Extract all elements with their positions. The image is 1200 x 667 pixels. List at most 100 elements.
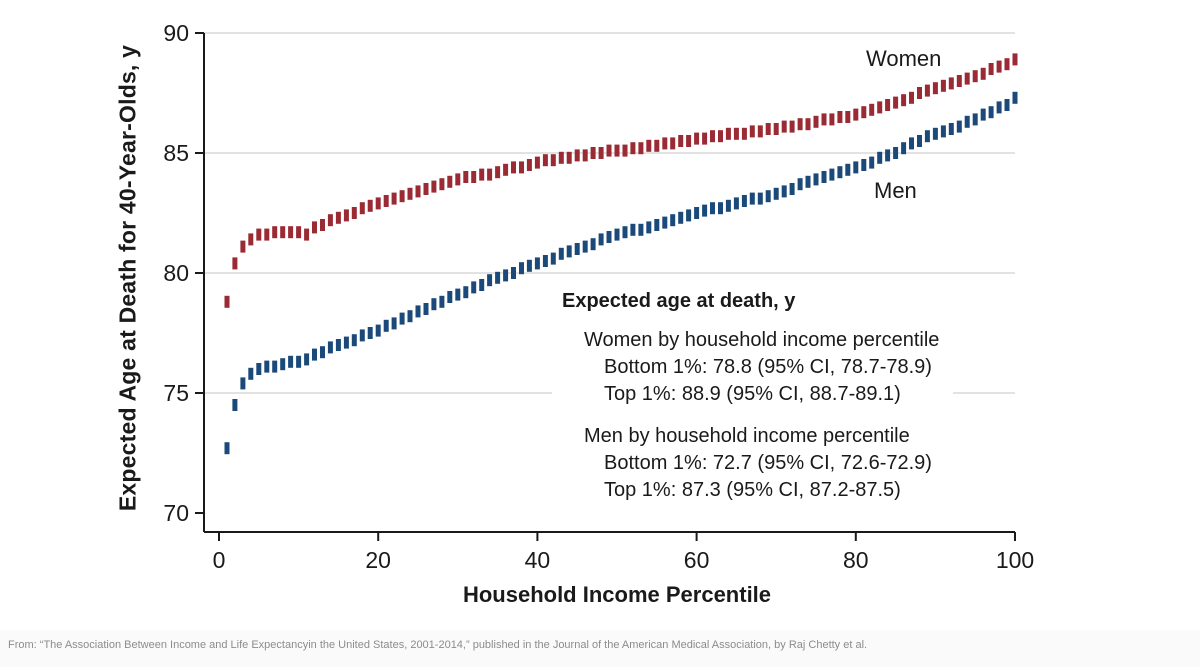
ci-dash-men-p57 [670,214,676,227]
ci-dash-women-p98 [996,60,1002,73]
ci-dash-men-p4 [248,367,254,380]
ci-dash-women-p42 [550,154,556,167]
ci-dash-women-p91 [940,79,946,92]
ci-dash-men-p47 [590,238,596,251]
ci-dash-women-p6 [264,228,270,241]
ci-dash-women-p74 [805,118,811,131]
ci-dash-women-p86 [901,94,907,107]
ci-dash-women-p65 [733,127,739,140]
ci-dash-men-p42 [550,252,556,265]
ci-dash-men-p50 [614,228,620,241]
ci-dash-women-p48 [598,147,604,159]
ci-dash-women-p36 [503,163,509,176]
ci-dash-women-p17 [351,207,357,219]
ci-dash-women-p25 [415,185,421,198]
ci-dash-men-p90 [932,127,938,140]
ci-dash-women-p8 [280,226,286,239]
ci-dash-women-p99 [1004,58,1010,71]
x-tick-label-60: 60 [684,547,710,573]
ci-dash-men-p18 [359,329,365,342]
ci-dash-men-p27 [431,298,437,311]
ci-dash-men-p35 [495,271,501,284]
ci-dash-women-p79 [845,111,851,123]
ci-dash-men-p30 [455,288,461,301]
ci-dash-men-p6 [264,360,270,373]
ci-dash-women-p95 [972,70,978,83]
ci-dash-women-p22 [391,192,397,205]
y-axis-title: Expected Age at Death for 40-Year-Olds, … [114,44,141,512]
ci-dash-men-p95 [972,113,978,126]
ci-dash-men-p10 [296,355,302,368]
ci-dash-men-p5 [256,363,262,375]
ci-dash-men-p98 [996,101,1002,114]
ci-dash-men-p1 [224,442,230,455]
ci-dash-women-p40 [534,156,540,169]
ci-dash-men-p12 [312,348,317,361]
ci-dash-men-p31 [463,286,469,299]
ci-dash-women-p92 [948,77,954,90]
ci-dash-women-p71 [781,120,787,133]
x-axis-title: Household Income Percentile [462,582,772,607]
ci-dash-men-p84 [885,149,891,162]
ci-dash-men-p39 [526,259,532,272]
x-tick-label-100: 100 [996,547,1034,573]
ci-dash-men-p53 [638,223,644,236]
annotation-title: Expected age at death, y [562,290,796,312]
ci-dash-women-p14 [327,214,333,227]
ci-dash-men-p52 [630,223,636,236]
ci-dash-men-p94 [964,115,970,128]
x-tick-label-40: 40 [525,547,551,573]
ci-dash-men-p32 [471,281,477,294]
series-label-women: Women [866,46,942,71]
ci-dash-women-p63 [718,130,723,143]
ci-dash-men-p24 [407,310,413,323]
ci-dash-women-p49 [606,144,612,157]
ci-dash-women-p93 [956,75,962,87]
ci-dash-women-p50 [614,144,620,157]
ci-dash-women-p4 [248,233,254,246]
ci-dash-women-p23 [399,190,405,203]
ci-dash-men-p44 [566,245,572,258]
ci-dash-men-p19 [367,327,373,339]
ci-dash-women-p83 [877,101,883,114]
ci-dash-women-p10 [296,226,302,239]
ci-dash-women-p61 [702,132,708,145]
annotation-men-header: Men by household income percentile [584,425,910,447]
ci-dash-women-p54 [646,139,652,152]
ci-dash-women-p68 [757,125,763,138]
ci-dash-women-p43 [558,151,564,164]
ci-dash-women-p57 [670,137,676,150]
ci-dash-women-p96 [980,67,986,80]
ci-dash-women-p45 [574,149,580,162]
ci-dash-men-p70 [773,187,779,200]
ci-dash-women-p87 [909,91,914,104]
ci-dash-men-p76 [821,171,827,183]
ci-dash-men-p62 [710,202,715,215]
ci-dash-women-p62 [710,130,715,143]
ci-dash-women-p64 [725,127,731,140]
ci-dash-men-p67 [749,192,755,205]
ci-dash-men-p75 [813,173,819,186]
ci-dash-women-p60 [694,132,700,145]
annotation-men-bottom1pct: Bottom 1%: 72.7 (95% CI, 72.6-72.9) [604,452,932,474]
source-note: From: “The Association Between Income an… [8,639,868,651]
y-tick-label-85: 85 [163,140,189,166]
ci-dash-women-p84 [885,99,891,111]
ci-dash-men-p49 [606,231,612,243]
x-tick-label-80: 80 [843,547,869,573]
ci-dash-men-p51 [622,226,628,239]
series-women [224,53,1018,308]
ci-dash-men-p86 [901,142,907,155]
ci-dash-men-p43 [558,247,564,260]
ci-dash-men-p45 [574,243,580,255]
ci-dash-men-p60 [694,207,700,219]
ci-dash-women-p15 [335,211,341,224]
annotation-men-group: Men by household income percentile Botto… [562,423,939,504]
ci-dash-men-p33 [479,279,485,291]
ci-dash-men-p87 [909,137,914,150]
ci-dash-women-p9 [288,226,294,239]
ci-dash-men-p13 [320,346,325,359]
ci-dash-men-p83 [877,151,883,164]
ci-dash-women-p47 [590,147,596,159]
